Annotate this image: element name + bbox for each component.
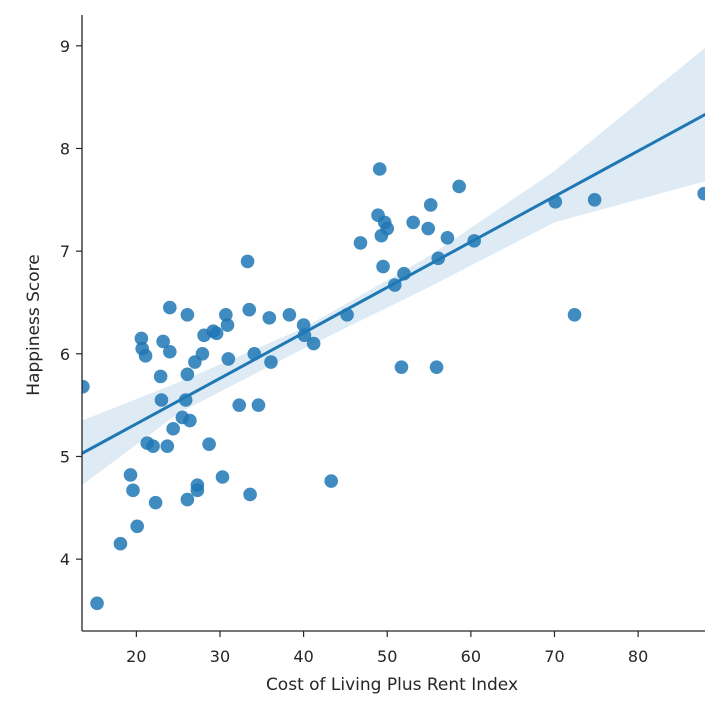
data-point — [154, 393, 169, 407]
x-tick-label: 20 — [126, 647, 146, 666]
data-point — [251, 398, 266, 412]
y-axis-label: Happiness Score — [24, 254, 44, 395]
x-axis-label: Cost of Living Plus Rent Index — [266, 675, 518, 695]
data-point — [180, 307, 195, 322]
data-point — [146, 439, 160, 454]
data-point — [209, 326, 224, 341]
x-tick-label: 40 — [293, 647, 313, 666]
x-tick-label: 80 — [628, 647, 648, 666]
y-tick-label: 4 — [60, 550, 70, 569]
data-point — [148, 495, 163, 510]
y-tick-label: 7 — [60, 242, 70, 261]
data-point — [166, 421, 180, 436]
y-tick-label: 8 — [60, 139, 70, 158]
data-point — [134, 331, 149, 346]
data-point — [180, 492, 195, 507]
data-point — [163, 300, 177, 315]
data-point — [202, 437, 216, 451]
data-point — [215, 470, 230, 484]
y-tick-label: 9 — [60, 37, 70, 56]
data-point — [190, 483, 205, 498]
data-point — [156, 334, 170, 349]
x-tick-label: 50 — [377, 647, 397, 666]
plot-area — [82, 47, 705, 611]
data-point — [82, 379, 90, 394]
data-point — [221, 352, 236, 366]
x-axis-ticks: 20 30 40 50 60 70 80 — [126, 631, 648, 666]
data-point — [452, 179, 466, 194]
data-point — [262, 311, 277, 325]
data-point — [567, 307, 582, 322]
data-point — [697, 186, 705, 201]
data-point — [423, 198, 438, 212]
data-point — [242, 302, 257, 317]
data-point — [394, 360, 409, 374]
data-point — [324, 474, 339, 488]
data-point — [406, 215, 420, 230]
data-point — [376, 259, 390, 274]
data-point — [130, 519, 144, 534]
data-point — [90, 596, 104, 611]
data-point — [296, 318, 311, 332]
data-point — [163, 344, 177, 359]
data-point — [587, 193, 602, 207]
data-point — [232, 398, 247, 412]
data-point — [264, 355, 278, 369]
data-point — [138, 349, 153, 363]
data-point — [126, 483, 140, 498]
data-point — [372, 162, 387, 176]
y-tick-label: 5 — [60, 447, 70, 466]
data-point — [353, 236, 368, 250]
x-tick-label: 70 — [544, 647, 564, 666]
data-point — [160, 439, 175, 454]
data-point — [306, 336, 321, 351]
data-point — [183, 413, 197, 428]
x-tick-label: 30 — [210, 647, 230, 666]
confidence-band — [82, 47, 705, 486]
x-tick-label: 60 — [461, 647, 481, 666]
regression-line — [82, 113, 705, 455]
y-axis-ticks: 4 5 6 7 8 9 — [60, 37, 82, 569]
data-point — [440, 230, 455, 245]
data-point — [123, 468, 138, 482]
data-point — [429, 360, 444, 374]
data-point — [113, 536, 128, 551]
data-point — [421, 221, 436, 236]
data-point — [282, 307, 297, 322]
data-point — [219, 307, 233, 322]
data-point — [180, 367, 195, 382]
data-point — [220, 318, 235, 332]
data-point — [240, 254, 255, 269]
data-point — [380, 221, 395, 236]
data-point — [195, 347, 210, 361]
data-point — [153, 369, 168, 384]
y-tick-label: 6 — [60, 345, 70, 364]
data-point — [243, 487, 257, 502]
